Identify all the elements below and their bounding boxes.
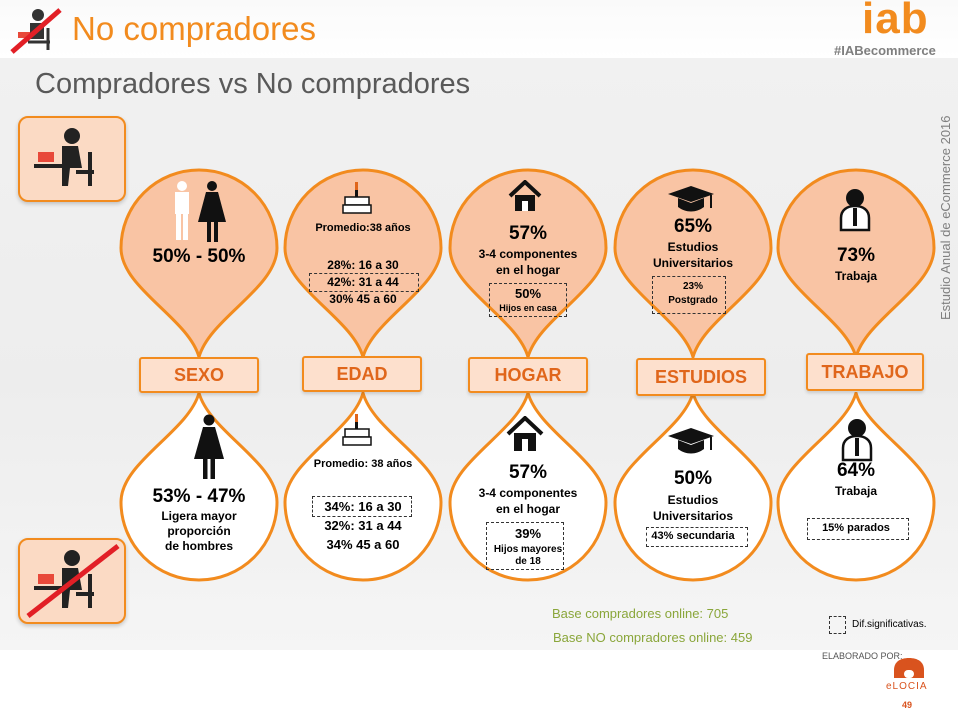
hogar-no-compradores-line2: en el hogar: [495, 502, 560, 516]
study-vertical-label: Estudio Anual de eCommerce 2016: [938, 115, 953, 320]
iab-logo: iab: [862, 0, 929, 43]
house-icon: [506, 416, 544, 451]
estudios-compradores-value: 65%: [673, 216, 713, 237]
page-number: 49: [902, 700, 913, 710]
woman-icon: [194, 414, 224, 479]
estudios-compradores-box-label: Postgrado: [668, 295, 718, 306]
pin-hogar-no-compradores: [448, 392, 608, 582]
pin-sexo-compradores: [119, 168, 279, 358]
estudios-compradores-line2: Universitarios: [652, 256, 734, 270]
trabajo-no-compradores-value: 64%: [836, 460, 876, 481]
edad-no-compradores-r3: 34% 45 a 60: [326, 537, 400, 552]
significant-difference-box: [489, 283, 567, 317]
edad-no-compradores-r1: 34%: 16 a 30: [324, 499, 402, 514]
label-hogar: HOGAR: [468, 357, 588, 393]
worker-icon: [839, 189, 871, 232]
trabajo-compradores-value: 73%: [836, 245, 876, 266]
birthday-cake-icon: [342, 414, 372, 446]
page-title: No compradores: [72, 10, 316, 47]
hogar-no-compradores-line1: 3-4 componentes: [478, 486, 578, 500]
non-buyer-icon-box: [18, 538, 126, 624]
edad-no-compradores-r2: 32%: 31 a 44: [324, 518, 402, 533]
trabajo-compradores-line1: Trabaja: [834, 269, 878, 283]
significant-difference-box: [309, 273, 419, 292]
elocia-logo-icon: [894, 658, 924, 678]
page-subtitle: Compradores vs No compradores: [35, 68, 471, 100]
label-sexo: SEXO: [139, 357, 259, 393]
sexo-no-compradores-line2: proporción: [167, 524, 231, 538]
significant-difference-box: [486, 522, 564, 570]
buyer-at-computer-icon: [34, 128, 94, 186]
base-compradores: Base compradores online: 705: [552, 606, 729, 621]
pin-trabajo-compradores: [776, 168, 936, 358]
hogar-compradores-box-label: Hijos en casa: [499, 303, 557, 313]
estudios-compradores-line1: Estudios: [667, 240, 719, 254]
legend-label: Dif.significativas.: [852, 619, 927, 630]
hogar-no-compradores-box-value: 39%: [514, 526, 542, 541]
non-buyer-at-computer-icon: [26, 544, 120, 618]
hogar-no-compradores-value: 57%: [508, 462, 548, 483]
label-estudios: ESTUDIOS: [636, 358, 766, 396]
header-band: [0, 0, 958, 58]
estudios-compradores-box-value: 23%: [682, 281, 703, 292]
sexo-compradores-value: 50% - 50%: [152, 246, 246, 267]
hogar-compradores-line1: 3-4 componentes: [478, 247, 578, 261]
significant-difference-box: [646, 527, 748, 547]
pin-edad-no-compradores: [283, 392, 443, 582]
graduation-cap-icon: [668, 186, 714, 212]
legend-dashed-box: [829, 616, 846, 634]
edad-no-compradores-promedio: Promedio: 38 años: [313, 458, 413, 470]
buyer-icon-box: [18, 116, 126, 202]
sexo-no-compradores-line1: Ligera mayor: [161, 509, 237, 523]
trabajo-no-compradores-box-label: 15% parados: [822, 522, 890, 534]
pin-hogar-compradores: [448, 168, 608, 358]
estudios-no-compradores-line1: Estudios: [667, 493, 719, 507]
hashtag: #IABecommerce: [834, 43, 936, 58]
edad-compradores-promedio: Promedio:38 años: [315, 222, 411, 234]
birthday-cake-icon: [342, 182, 372, 214]
man-woman-icon: [175, 181, 226, 242]
hogar-no-compradores-box-label2: de 18: [515, 556, 541, 567]
edad-compradores-r2: 42%: 31 a 44: [327, 275, 399, 289]
significant-difference-box: [652, 276, 726, 314]
label-trabajo: TRABAJO: [806, 353, 924, 391]
hogar-compradores-line2: en el hogar: [495, 263, 560, 277]
edad-compradores-r1: 28%: 16 a 30: [327, 258, 399, 272]
significant-difference-box: [807, 518, 909, 540]
estudios-no-compradores-box-label: 43% secundaria: [651, 530, 735, 542]
label-edad: EDAD: [302, 356, 422, 392]
no-buyer-header-icon: [10, 8, 62, 54]
estudios-no-compradores-line2: Universitarios: [652, 509, 734, 523]
significant-difference-box: [312, 496, 412, 517]
edad-compradores-r3: 30% 45 a 60: [329, 292, 397, 306]
hogar-compradores-value: 57%: [508, 223, 548, 244]
elaborado-label: ELABORADO POR:: [822, 651, 903, 661]
pin-sexo-no-compradores: [119, 392, 279, 582]
house-icon: [508, 180, 542, 211]
hogar-compradores-box-value: 50%: [514, 286, 542, 301]
estudios-no-compradores-value: 50%: [673, 468, 713, 489]
base-no-compradores: Base NO compradores online: 459: [553, 630, 753, 645]
pin-trabajo-no-compradores: [776, 392, 936, 582]
pin-estudios-no-compradores: [613, 392, 773, 582]
elocia-wordmark: eLOCIA: [886, 681, 928, 692]
graduation-cap-icon: [668, 428, 714, 454]
pin-edad-compradores: [283, 168, 443, 358]
sexo-no-compradores-value: 53% - 47%: [152, 486, 246, 507]
hogar-no-compradores-box-label1: Hijos mayores: [493, 544, 563, 555]
pin-estudios-compradores: [613, 168, 773, 358]
trabajo-no-compradores-line1: Trabaja: [834, 484, 878, 498]
sexo-no-compradores-line3: de hombres: [164, 539, 233, 553]
worker-icon: [841, 419, 873, 462]
